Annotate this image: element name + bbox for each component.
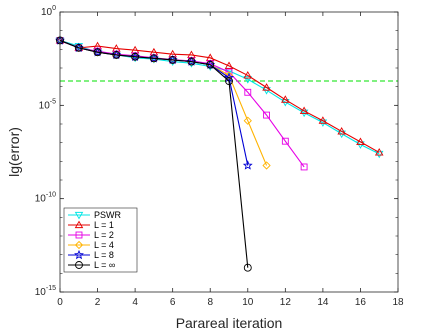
legend-label: PSWR	[94, 210, 122, 220]
x-tick-label: 12	[280, 297, 292, 308]
x-tick-label: 4	[132, 297, 138, 308]
legend-label: L = 2	[94, 230, 114, 240]
y-tick-label: 100	[41, 5, 56, 18]
y-tick-label: 10-15	[35, 285, 56, 298]
legend-label: L = 4	[94, 240, 114, 250]
x-tick-label: 14	[317, 297, 329, 308]
x-tick-label: 6	[170, 297, 176, 308]
y-axis-label: lg(error)	[6, 127, 22, 177]
x-tick-label: 18	[392, 297, 404, 308]
x-tick-label: 16	[355, 297, 367, 308]
legend-label: L = ∞	[94, 260, 115, 270]
x-tick-label: 2	[95, 297, 101, 308]
x-tick-label: 10	[242, 297, 254, 308]
x-tick-label: 0	[57, 297, 63, 308]
x-axis-label: Parareal iteration	[176, 315, 283, 331]
legend-label: L = 8	[94, 250, 114, 260]
y-tick-label: 10-5	[39, 98, 56, 111]
x-tick-label: 8	[207, 297, 213, 308]
legend-label: L = 1	[94, 220, 114, 230]
y-tick-label: 10-10	[35, 192, 56, 205]
